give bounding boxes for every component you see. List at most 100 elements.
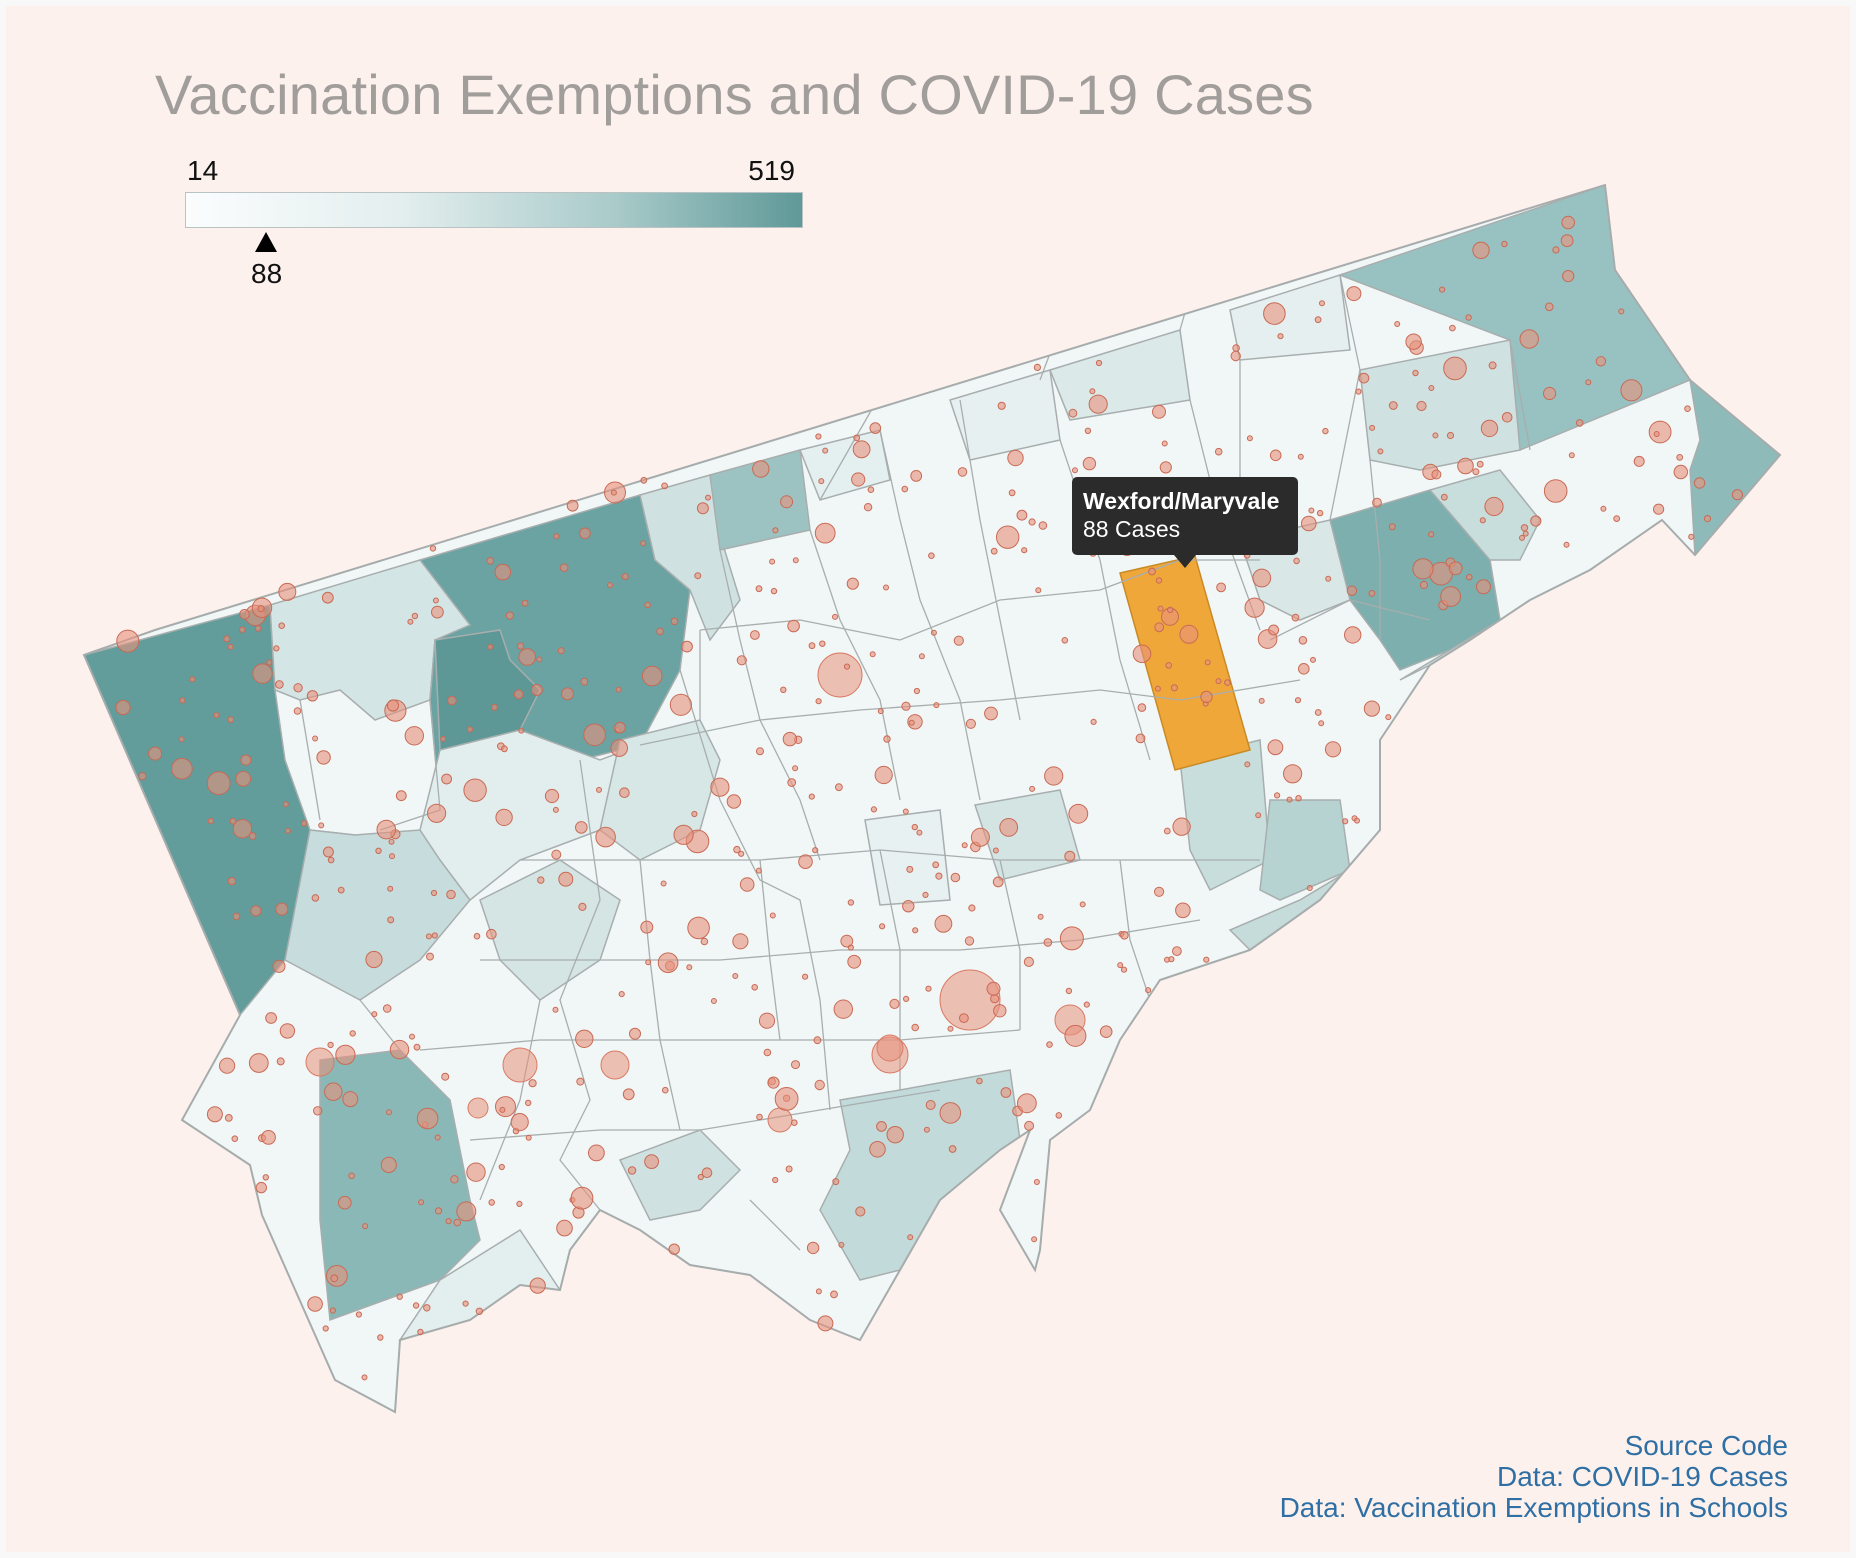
case-bubble xyxy=(780,495,794,509)
case-bubble xyxy=(426,952,434,961)
case-bubble xyxy=(1377,448,1384,455)
case-bubble xyxy=(867,486,875,494)
case-bubble xyxy=(318,822,325,829)
case-bubble xyxy=(640,540,647,547)
case-bubble xyxy=(1120,966,1128,973)
region-north-mid-3 xyxy=(1229,274,1351,361)
case-bubble xyxy=(240,754,252,766)
case-bubble xyxy=(812,847,819,854)
case-bubble xyxy=(1346,286,1362,302)
case-bubble xyxy=(300,820,308,827)
case-bubble xyxy=(808,642,816,650)
case-bubble xyxy=(1267,739,1284,756)
case-bubble xyxy=(1480,419,1499,438)
case-bubble xyxy=(1346,585,1358,596)
case-bubble xyxy=(232,912,241,921)
case-bubble xyxy=(257,605,265,613)
case-bubble xyxy=(948,1145,957,1153)
case-bubble xyxy=(330,1274,339,1283)
case-bubble xyxy=(305,1047,335,1077)
case-bubble xyxy=(516,1200,523,1208)
case-bubble xyxy=(1368,590,1376,597)
vaccination-exemptions-data-link[interactable]: Data: Vaccination Exemptions in Schools xyxy=(1279,1492,1788,1523)
case-bubble xyxy=(1405,333,1422,350)
covid-cases-data-link[interactable]: Data: COVID-19 Cases xyxy=(1497,1461,1788,1492)
case-bubble xyxy=(1059,926,1084,951)
case-bubble xyxy=(939,969,1001,1031)
case-bubble xyxy=(732,933,749,950)
case-bubble xyxy=(1244,761,1251,768)
case-bubble xyxy=(1306,885,1313,891)
case-bubble xyxy=(1298,636,1308,645)
case-bubble xyxy=(1618,308,1625,315)
case-bubble xyxy=(486,557,495,565)
case-bubble xyxy=(930,629,937,636)
case-bubble xyxy=(148,746,163,761)
case-bubble xyxy=(595,826,616,848)
case-bubble xyxy=(1024,1120,1035,1131)
case-bubble xyxy=(1562,270,1575,283)
case-bubble xyxy=(855,1206,866,1217)
case-bubble xyxy=(1476,460,1484,468)
case-bubble xyxy=(275,902,289,916)
case-bubble xyxy=(462,1300,469,1307)
source-code-link[interactable]: Source Code xyxy=(1624,1430,1788,1461)
case-bubble xyxy=(769,558,776,565)
case-bubble xyxy=(518,648,537,666)
case-bubble xyxy=(696,502,709,515)
case-bubble xyxy=(656,627,664,636)
case-bubble xyxy=(329,1307,336,1314)
case-bubble xyxy=(463,778,487,802)
case-bubble xyxy=(752,460,770,478)
case-bubble xyxy=(629,1027,641,1040)
case-bubble xyxy=(431,932,438,939)
case-bubble xyxy=(377,1334,384,1341)
case-bubble xyxy=(537,876,545,884)
case-bubble xyxy=(1037,913,1044,920)
case-bubble xyxy=(1344,626,1362,644)
case-bubble xyxy=(681,640,693,653)
case-bubble xyxy=(627,1166,637,1175)
case-bubble xyxy=(1172,946,1182,956)
case-bubble xyxy=(840,934,854,948)
case-bubble xyxy=(846,577,859,590)
case-bubble xyxy=(621,573,629,580)
case-bubble xyxy=(1385,714,1392,721)
region-waterfront-2 xyxy=(618,1129,742,1221)
color-legend: 14 519 88 xyxy=(185,150,805,290)
case-bubble xyxy=(1155,577,1163,584)
case-bubble xyxy=(255,1181,267,1194)
case-bubble xyxy=(992,876,1004,888)
case-bubble xyxy=(922,891,929,899)
case-bubble xyxy=(618,991,625,998)
case-bubble xyxy=(382,1004,392,1013)
case-bubble xyxy=(327,1041,334,1049)
case-bubble xyxy=(819,640,826,647)
case-bubble xyxy=(425,933,432,940)
region-waterfront xyxy=(819,1069,1021,1281)
case-bubble xyxy=(1358,372,1370,384)
case-bubble xyxy=(525,1099,532,1107)
case-bubble xyxy=(691,810,698,818)
case-bubble xyxy=(1419,580,1429,590)
case-bubble xyxy=(179,697,186,704)
case-bubble xyxy=(430,889,438,897)
case-bubble xyxy=(561,687,574,701)
region-central-light xyxy=(864,809,951,906)
case-bubble xyxy=(1137,703,1147,712)
case-bubble xyxy=(313,1106,323,1116)
case-bubble xyxy=(1046,1041,1053,1048)
case-bubble xyxy=(817,1315,834,1332)
case-bubble xyxy=(272,959,286,973)
case-bubble xyxy=(925,985,932,992)
case-bubble xyxy=(1501,240,1508,248)
case-bubble xyxy=(874,765,893,785)
case-bubble xyxy=(219,1057,236,1074)
case-bubble xyxy=(876,1121,887,1132)
case-bubble xyxy=(990,994,1000,1004)
case-bubble xyxy=(673,824,694,845)
case-bubble xyxy=(206,771,231,796)
case-bubble xyxy=(769,912,776,919)
case-bubble xyxy=(1310,656,1316,663)
